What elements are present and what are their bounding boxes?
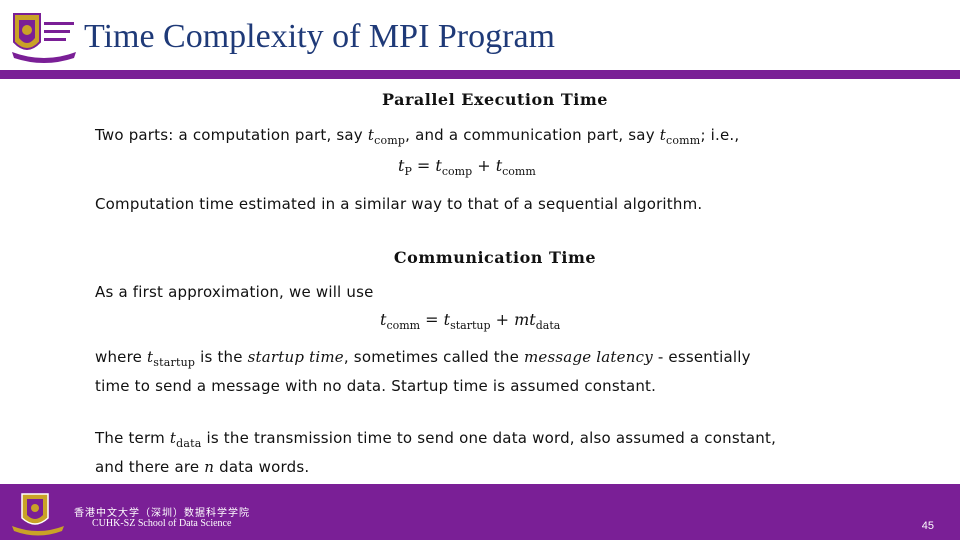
footer-school-name-chinese: 香港中文大学（深圳）数据科学学院 (74, 508, 250, 519)
university-crest-icon (12, 493, 64, 536)
university-crest-icon (12, 13, 76, 63)
slide-content: Parallel Execution Time Two parts: a com… (95, 86, 895, 482)
page-number: 45 (921, 520, 934, 532)
heading-parallel-execution-time: Parallel Execution Time (382, 90, 608, 109)
paragraph-first-approximation: As a first approximation, we will use (95, 283, 374, 301)
slide-header: Time Complexity of MPI Program (0, 0, 960, 70)
header-rule (0, 70, 960, 79)
equation-parallel-time: tP = tcomp + tcomm (398, 156, 536, 179)
paragraph-two-parts: Two parts: a computation part, say tcomp… (95, 126, 740, 147)
slide-title: Time Complexity of MPI Program (84, 18, 555, 55)
equation-communication-time: tcomm = tstartup + mtdata (380, 310, 561, 333)
paragraph-startup-definition: where tstartup is the startup time, some… (95, 348, 751, 369)
paragraph-transmission-time: The term tdata is the transmission time … (95, 429, 777, 450)
paragraph-startup-constant: time to send a message with no data. Sta… (95, 377, 657, 395)
paragraph-data-words: and there are n data words. (95, 458, 310, 476)
footer-school-name-english: CUHK-SZ School of Data Science (92, 518, 232, 529)
slide-footer: 香港中文大学（深圳）数据科学学院 CUHK-SZ School of Data … (0, 484, 960, 540)
heading-communication-time: Communication Time (393, 248, 597, 267)
paragraph-computation-time: Computation time estimated in a similar … (95, 195, 703, 213)
